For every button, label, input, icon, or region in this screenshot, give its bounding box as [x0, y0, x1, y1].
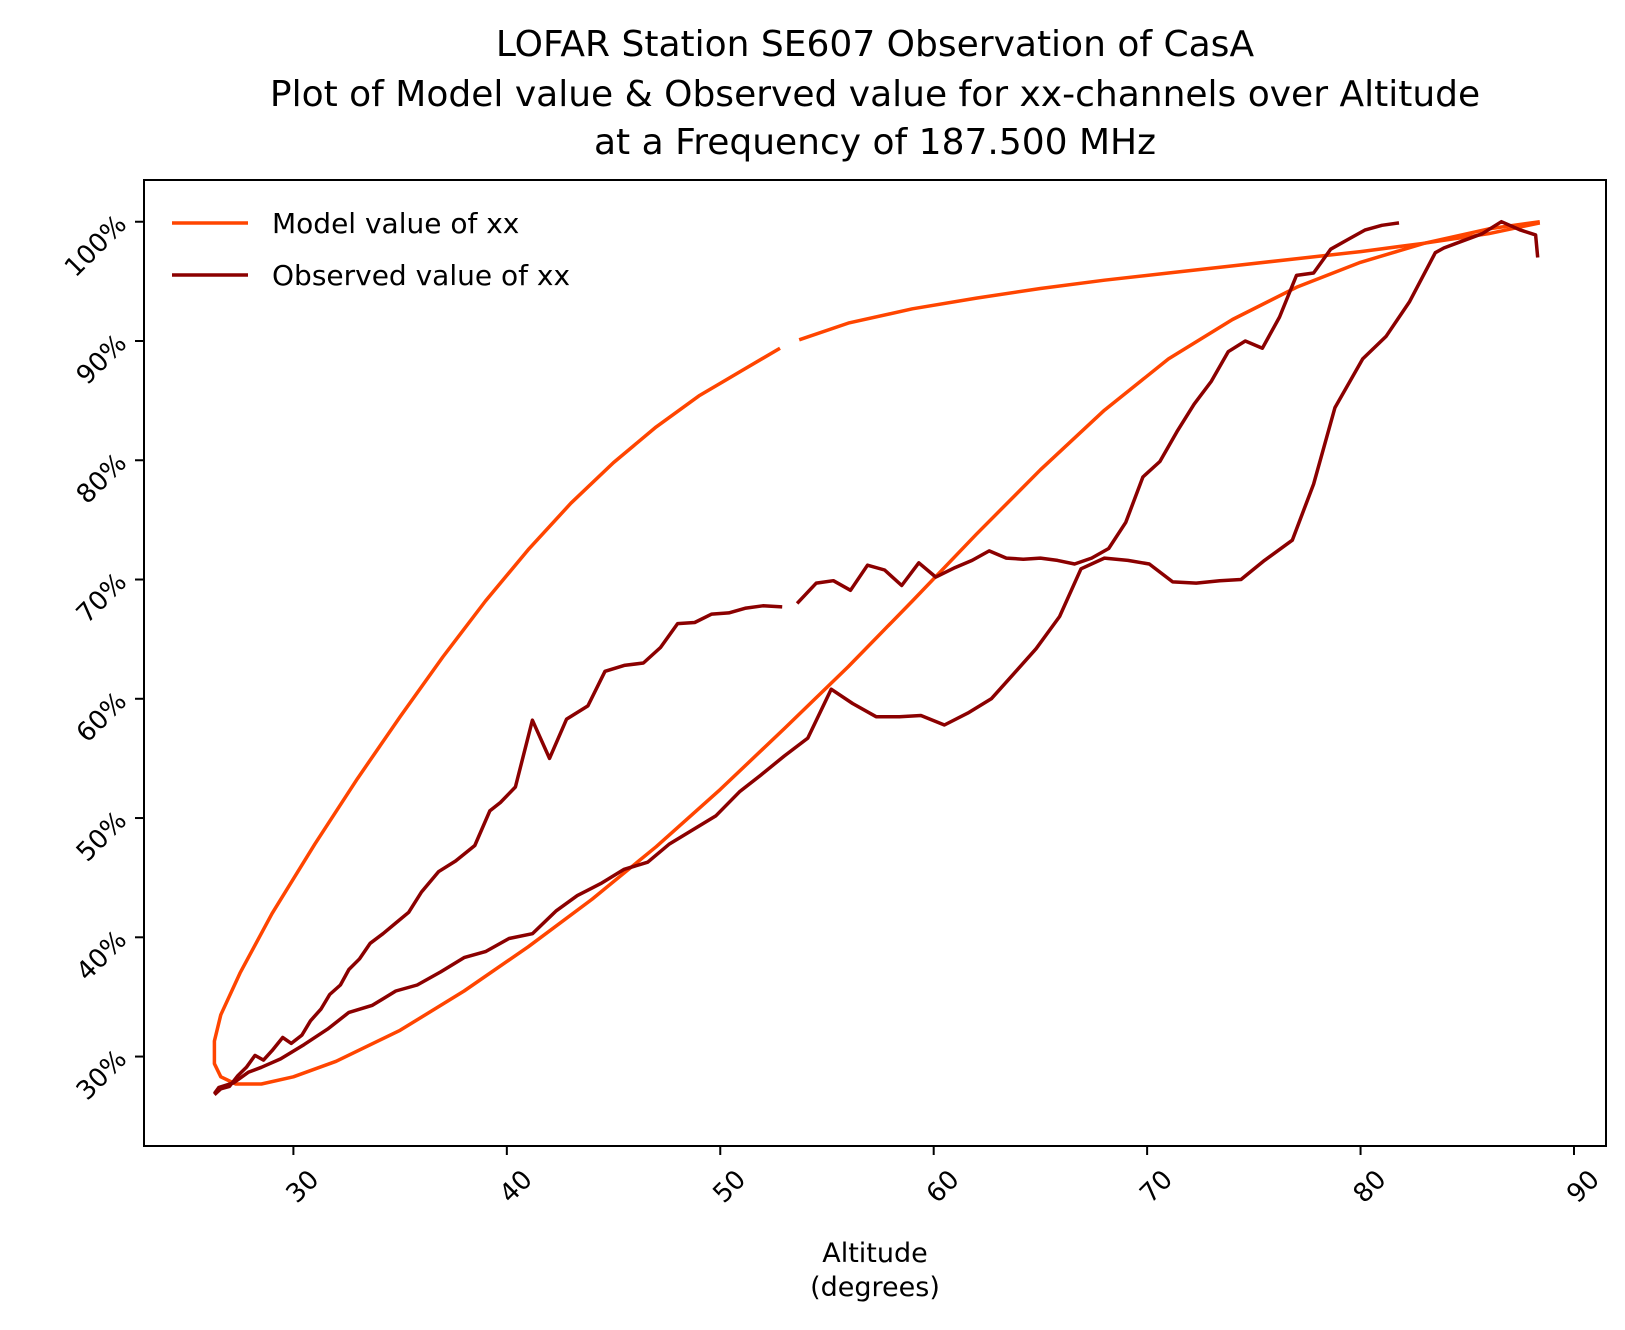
legend-label-observed: Observed value of xx	[272, 259, 570, 292]
y-tick-label: 60%	[71, 687, 133, 749]
series-line-observed-segment-0	[212, 219, 1540, 1095]
series-line-observed-segment-2	[795, 221, 1400, 605]
x-tick-label: 30	[281, 1165, 326, 1210]
x-tick-label: 90	[1561, 1165, 1606, 1210]
y-tick-label: 100%	[59, 209, 133, 283]
y-tick-label: 50%	[71, 806, 133, 868]
x-tick-label: 40	[494, 1165, 539, 1210]
x-tick-label: 80	[1348, 1165, 1393, 1210]
y-tick-label: 90%	[71, 329, 133, 391]
y-tick-label: 70%	[71, 567, 133, 629]
title-line-1: LOFAR Station SE607 Observation of CasA	[496, 24, 1255, 65]
y-axis: 30% 40% 50% 60% 70% 80% 90% 100%	[59, 209, 144, 1106]
chart-title: LOFAR Station SE607 Observation of CasA …	[270, 24, 1480, 163]
legend: Model value of xx Observed value of xx	[172, 207, 570, 292]
plot-area	[212, 219, 1541, 1096]
x-axis-label: Altitude (degrees)	[810, 1238, 940, 1303]
x-axis-label-line-1: Altitude	[822, 1238, 928, 1269]
plot-frame	[143, 179, 1607, 1147]
series-line-model-segment-1	[798, 221, 1541, 342]
title-line-2: Plot of Model value & Observed value for…	[270, 74, 1480, 115]
x-tick-label: 60	[921, 1165, 966, 1210]
series-line-observed-segment-1	[213, 604, 783, 1096]
x-tick-label: 50	[707, 1165, 752, 1210]
y-tick-label: 40%	[71, 925, 133, 987]
x-tick-label: 70	[1134, 1165, 1179, 1210]
x-axis-label-line-2: (degrees)	[810, 1272, 940, 1303]
x-axis: 30 40 50 60 70 80 90	[281, 1146, 1606, 1209]
y-tick-label: 30%	[71, 1044, 133, 1106]
legend-label-model: Model value of xx	[272, 207, 519, 240]
y-tick-label: 80%	[71, 448, 133, 510]
title-line-3: at a Frequency of 187.500 MHz	[594, 122, 1156, 163]
series-line-model-segment-0	[212, 219, 1541, 1086]
